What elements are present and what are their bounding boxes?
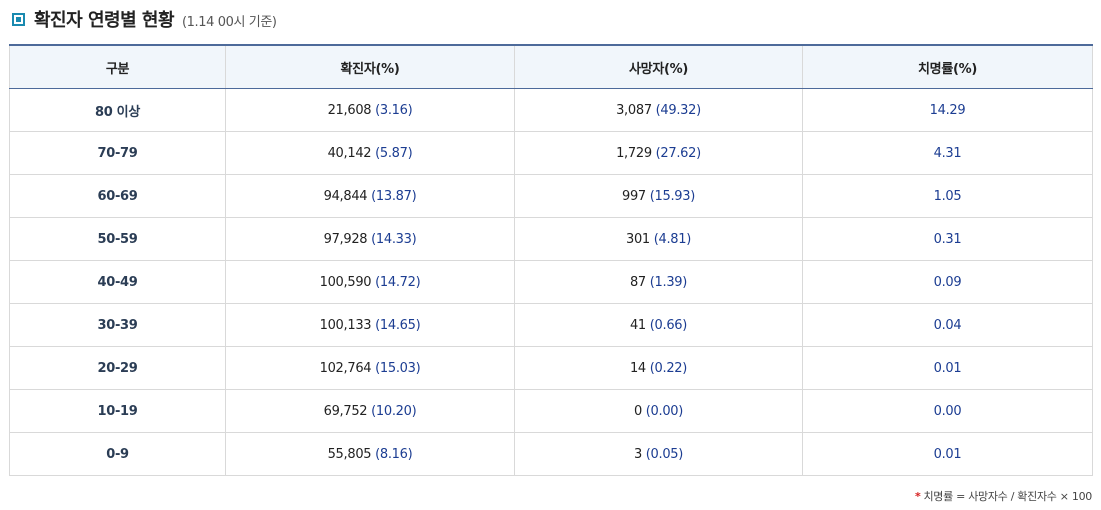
footnote-star: * xyxy=(915,490,921,503)
cases-percent: (8.16) xyxy=(375,446,413,462)
table-row: 10-19 69,752 (10.20) 0 (0.00) 0.00 xyxy=(9,389,1093,433)
cases-percent: (10.20) xyxy=(371,403,417,419)
deaths-cell: 87 (1.39) xyxy=(514,260,803,304)
deaths-cell: 41 (0.66) xyxy=(514,303,803,347)
deaths-value: 14 xyxy=(629,360,646,376)
age-group-cell: 0-9 xyxy=(9,432,226,476)
column-header: 확진자(%) xyxy=(225,44,515,89)
cases-percent: (14.65) xyxy=(375,317,421,333)
deaths-value: 3 xyxy=(633,446,642,462)
fatality-rate-cell: 0.04 xyxy=(802,303,1093,347)
fatality-rate-cell: 14.29 xyxy=(802,88,1093,132)
fatality-rate-cell: 0.00 xyxy=(802,389,1093,433)
cases-value: 100,590 xyxy=(319,274,372,290)
fatality-rate-cell: 4.31 xyxy=(802,131,1093,175)
deaths-value: 0 xyxy=(633,403,642,419)
cases-value: 102,764 xyxy=(319,360,372,376)
deaths-percent: (27.62) xyxy=(655,145,702,161)
deaths-percent: (49.32) xyxy=(655,102,702,118)
fatality-rate-cell: 0.09 xyxy=(802,260,1093,304)
fatality-rate-cell: 1.05 xyxy=(802,174,1093,218)
deaths-cell: 997 (15.93) xyxy=(514,174,803,218)
deaths-cell: 301 (4.81) xyxy=(514,217,803,261)
cases-cell: 94,844 (13.87) xyxy=(225,174,515,218)
deaths-percent: (15.93) xyxy=(649,188,696,204)
cases-value: 97,928 xyxy=(323,231,368,247)
column-header: 치명률(%) xyxy=(802,44,1093,89)
deaths-value: 41 xyxy=(629,317,646,333)
table-row: 0-9 55,805 (8.16) 3 (0.05) 0.01 xyxy=(9,432,1093,476)
deaths-cell: 3 (0.05) xyxy=(514,432,803,476)
cases-value: 94,844 xyxy=(323,188,368,204)
fatality-rate-cell: 0.01 xyxy=(802,432,1093,476)
cases-percent: (3.16) xyxy=(375,102,413,118)
cases-value: 100,133 xyxy=(319,317,372,333)
age-group-cell: 70-79 xyxy=(9,131,226,175)
cases-percent: (14.33) xyxy=(371,231,417,247)
footnote-text: 치명률 = 사망자수 / 확진자수 × 100 xyxy=(923,490,1092,503)
table-row: 80 이상 21,608 (3.16) 3,087 (49.32) 14.29 xyxy=(9,88,1093,132)
column-header: 구분 xyxy=(9,44,226,89)
deaths-percent: (0.22) xyxy=(649,360,688,376)
fatality-rate-cell: 0.31 xyxy=(802,217,1093,261)
deaths-percent: (0.00) xyxy=(645,403,684,419)
cases-cell: 100,133 (14.65) xyxy=(225,303,515,347)
age-group-cell: 60-69 xyxy=(9,174,226,218)
deaths-value: 301 xyxy=(625,231,650,247)
age-stats-table: 구분 확진자(%) 사망자(%) 치명률(%) 80 이상 21,608 (3.1… xyxy=(9,44,1093,476)
cases-cell: 55,805 (8.16) xyxy=(225,432,515,476)
age-group-cell: 40-49 xyxy=(9,260,226,304)
footnote: * 치명률 = 사망자수 / 확진자수 × 100 xyxy=(915,488,1092,504)
table-row: 60-69 94,844 (13.87) 997 (15.93) 1.05 xyxy=(9,174,1093,218)
cases-value: 40,142 xyxy=(327,145,372,161)
age-group-cell: 10-19 xyxy=(9,389,226,433)
table-header-row: 구분 확진자(%) 사망자(%) 치명률(%) xyxy=(9,44,1093,89)
deaths-cell: 14 (0.22) xyxy=(514,346,803,390)
cases-cell: 40,142 (5.87) xyxy=(225,131,515,175)
square-bullet-icon xyxy=(12,12,25,26)
table-row: 30-39 100,133 (14.65) 41 (0.66) 0.04 xyxy=(9,303,1093,347)
table-row: 50-59 97,928 (14.33) 301 (4.81) 0.31 xyxy=(9,217,1093,261)
deaths-cell: 1,729 (27.62) xyxy=(514,131,803,175)
deaths-cell: 0 (0.00) xyxy=(514,389,803,433)
cases-cell: 100,590 (14.72) xyxy=(225,260,515,304)
age-group-cell: 50-59 xyxy=(9,217,226,261)
deaths-value: 1,729 xyxy=(616,145,652,161)
fatality-rate-cell: 0.01 xyxy=(802,346,1093,390)
table-row: 40-49 100,590 (14.72) 87 (1.39) 0.09 xyxy=(9,260,1093,304)
age-group-cell: 20-29 xyxy=(9,346,226,390)
deaths-percent: (0.05) xyxy=(645,446,684,462)
age-group-cell: 30-39 xyxy=(9,303,226,347)
cases-percent: (5.87) xyxy=(375,145,413,161)
deaths-value: 87 xyxy=(629,274,646,290)
cases-value: 21,608 xyxy=(327,102,372,118)
cases-cell: 21,608 (3.16) xyxy=(225,88,515,132)
table-row: 20-29 102,764 (15.03) 14 (0.22) 0.01 xyxy=(9,346,1093,390)
deaths-value: 997 xyxy=(621,188,646,204)
cases-percent: (14.72) xyxy=(375,274,421,290)
cases-cell: 97,928 (14.33) xyxy=(225,217,515,261)
age-group-cell: 80 이상 xyxy=(9,88,226,132)
section-header: 확진자 연령별 현황 (1.14 00시 기준) xyxy=(12,6,277,32)
deaths-percent: (1.39) xyxy=(649,274,688,290)
cases-cell: 102,764 (15.03) xyxy=(225,346,515,390)
cases-cell: 69,752 (10.20) xyxy=(225,389,515,433)
section-subtitle: (1.14 00시 기준) xyxy=(182,15,277,30)
deaths-percent: (4.81) xyxy=(653,231,692,247)
deaths-percent: (0.66) xyxy=(649,317,688,333)
deaths-value: 3,087 xyxy=(616,102,652,118)
deaths-cell: 3,087 (49.32) xyxy=(514,88,803,132)
cases-value: 55,805 xyxy=(327,446,372,462)
column-header: 사망자(%) xyxy=(514,44,803,89)
cases-percent: (15.03) xyxy=(375,360,421,376)
cases-percent: (13.87) xyxy=(371,188,417,204)
section-title: 확진자 연령별 현황 xyxy=(34,10,175,31)
cases-value: 69,752 xyxy=(323,403,368,419)
table-row: 70-79 40,142 (5.87) 1,729 (27.62) 4.31 xyxy=(9,131,1093,175)
